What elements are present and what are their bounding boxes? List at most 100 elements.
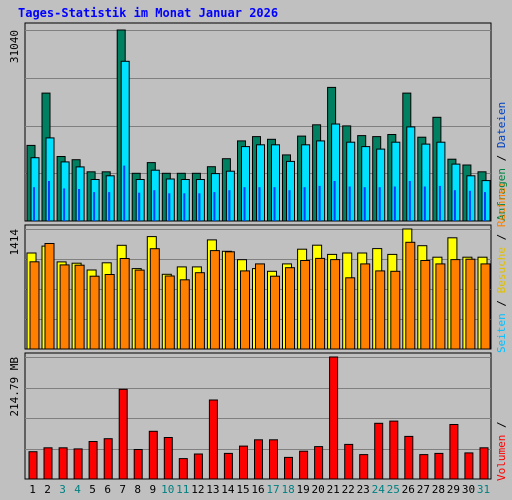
bar-rechner-day-28	[435, 263, 446, 350]
bar-rechner-day-23	[360, 263, 371, 350]
bar-rechner-day-9	[149, 248, 160, 350]
bar-rechner-day-8	[134, 269, 145, 350]
bar-dateien-day-3	[63, 188, 66, 221]
bar-volumen-day-22	[344, 443, 354, 480]
y-max-label: 214.79 MB	[8, 357, 21, 417]
bar-volumen-day-2	[43, 447, 53, 480]
chart-y-labels: 31040 1414 214.79 MB	[8, 30, 21, 417]
bar-volumen-day-1	[28, 451, 38, 480]
legend-middle: Seiten / Besuche / Rechner	[495, 180, 508, 353]
bar-dateien-day-14	[228, 190, 231, 221]
x-tick-label: 17	[266, 483, 279, 496]
bar-dateien-day-9	[153, 190, 156, 221]
x-tick-label: 15	[236, 483, 249, 496]
bar-volumen-day-15	[239, 445, 248, 480]
bar-volumen-day-19	[299, 450, 309, 480]
y-max-label: 31040	[8, 30, 21, 63]
bar-rechner-day-22	[345, 277, 356, 350]
bar-dateien-day-15	[243, 187, 246, 221]
bar-volumen-day-17	[269, 439, 278, 480]
bar-dateien-day-28	[438, 185, 441, 221]
x-tick-label: 24	[372, 483, 386, 496]
chart-bars	[26, 29, 491, 480]
bar-rechner-day-12	[194, 272, 205, 350]
bar-volumen-day-8	[133, 449, 143, 480]
bar-volumen-day-23	[359, 454, 369, 480]
bar-dateien-day-17	[273, 187, 276, 221]
x-tick-label: 3	[59, 483, 66, 496]
bar-volumen-day-24	[374, 422, 384, 480]
x-tick-label: 10	[161, 483, 174, 496]
bar-volumen-day-25	[389, 420, 399, 480]
bar-rechner-day-19	[300, 260, 311, 350]
bar-volumen-day-6	[103, 438, 113, 480]
bar-volumen-day-5	[88, 441, 98, 480]
x-tick-label: 2	[44, 483, 51, 496]
x-tick-label: 26	[402, 483, 415, 496]
bar-volumen-day-29	[449, 424, 459, 480]
bar-rechner-day-25	[390, 270, 401, 350]
x-tick-label: 9	[149, 483, 156, 496]
bar-rechner-day-3	[59, 264, 70, 350]
bar-dateien-day-18	[288, 190, 291, 221]
bar-dateien-day-2	[48, 181, 50, 221]
bar-dateien-day-12	[198, 193, 201, 221]
bar-rechner-day-7	[119, 258, 130, 350]
bar-rechner-day-29	[450, 259, 461, 350]
x-tick-label: 13	[206, 483, 219, 496]
bar-volumen-day-13	[208, 399, 218, 480]
bar-dateien-day-27	[423, 186, 426, 221]
bar-dateien-day-30	[468, 190, 471, 221]
x-tick-label: 28	[432, 483, 445, 496]
bar-rechner-day-30	[465, 258, 476, 350]
bar-dateien-day-25	[393, 186, 396, 221]
bar-dateien-day-19	[303, 187, 306, 221]
legend-entry: Seiten	[495, 313, 508, 353]
x-tick-label: 29	[447, 483, 460, 496]
legend-entry: Besuche	[495, 247, 508, 293]
bar-rechner-day-27	[420, 260, 431, 350]
bar-rechner-day-13	[209, 250, 220, 350]
x-tick-label: 5	[89, 483, 96, 496]
legend-entry: Anfragen	[495, 168, 508, 221]
x-tick-label: 4	[74, 483, 81, 496]
bar-volumen-day-14	[223, 452, 233, 480]
bar-dateien-day-11	[183, 193, 186, 221]
bar-rechner-day-2	[44, 243, 55, 350]
x-tick-label: 19	[296, 483, 309, 496]
bar-dateien-day-16	[258, 187, 261, 221]
legend-entry: /	[495, 293, 508, 313]
chart-x-labels: 1 2 3 4 5 6 7 8 9 10 11 12 13 14 15 16 17 18 19 20 21 22 23 24 2…	[29, 483, 490, 496]
bar-rechner-day-21	[330, 259, 341, 350]
legend-entry: /	[495, 421, 508, 434]
legend-entry: Rechner	[495, 180, 508, 227]
x-tick-label: 7	[119, 483, 126, 496]
bar-rechner-day-6	[104, 274, 115, 350]
x-tick-label: 12	[191, 483, 204, 496]
bar-volumen-day-12	[193, 453, 203, 480]
bar-volumen-day-3	[58, 447, 68, 480]
x-tick-label: 14	[221, 483, 235, 496]
bar-dateien-day-6	[108, 192, 111, 221]
x-tick-label: 25	[387, 483, 400, 496]
bar-rechner-day-18	[285, 267, 295, 350]
x-tick-label: 18	[281, 483, 294, 496]
bar-volumen-day-7	[118, 388, 128, 480]
x-tick-label: 8	[134, 483, 141, 496]
bar-dateien-day-7	[123, 165, 126, 221]
bar-dateien-day-31	[484, 192, 486, 221]
legend-entry: /	[495, 227, 508, 247]
bar-dateien-day-22	[348, 186, 351, 221]
bar-rechner-day-10	[164, 275, 175, 350]
bar-rechner-day-24	[375, 270, 386, 350]
x-tick-label: 27	[417, 483, 430, 496]
bar-volumen-day-27	[419, 454, 429, 480]
bar-dateien-day-4	[78, 189, 81, 221]
bar-rechner-day-4	[74, 264, 85, 350]
x-tick-label: 23	[357, 483, 370, 496]
bar-rechner-day-16	[255, 263, 265, 350]
bar-volumen-day-9	[148, 430, 158, 480]
bar-dateien-day-1	[33, 187, 35, 221]
